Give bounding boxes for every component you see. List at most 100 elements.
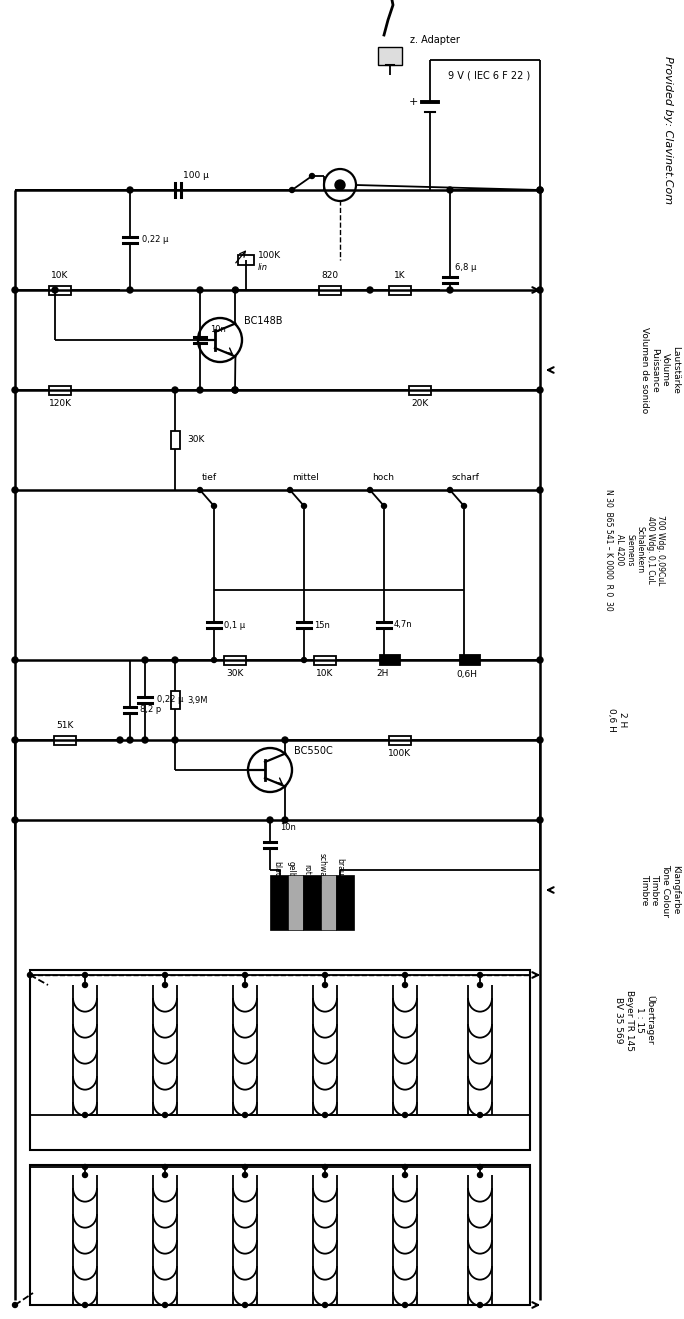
Text: braun: braun <box>335 857 344 880</box>
Circle shape <box>402 972 408 977</box>
Circle shape <box>477 1173 482 1178</box>
Text: 1K: 1K <box>394 272 406 281</box>
Circle shape <box>233 288 239 293</box>
Text: BC148B: BC148B <box>244 317 282 326</box>
Circle shape <box>477 972 482 977</box>
Circle shape <box>335 179 345 190</box>
Text: 820: 820 <box>321 272 339 281</box>
Text: lin: lin <box>258 264 268 273</box>
Text: gelb: gelb <box>287 861 296 877</box>
Text: Klangfarbe
Tone Colour
Timbre
Timbre: Klangfarbe Tone Colour Timbre Timbre <box>640 864 680 917</box>
Text: 2 H
0,6 H: 2 H 0,6 H <box>607 708 627 732</box>
Circle shape <box>282 816 288 823</box>
Text: 10n: 10n <box>210 326 226 335</box>
Circle shape <box>477 1165 482 1170</box>
Text: Lautstärke
Volume
Puissance
Volumen de sonido: Lautstärke Volume Puissance Volumen de s… <box>640 327 680 413</box>
Circle shape <box>243 1112 248 1117</box>
Bar <box>389 285 411 294</box>
Circle shape <box>289 187 295 193</box>
Text: 10n: 10n <box>280 823 296 832</box>
Circle shape <box>163 1112 168 1117</box>
Circle shape <box>402 1112 408 1117</box>
Bar <box>170 431 179 448</box>
Text: 0,22 µ: 0,22 µ <box>142 236 168 244</box>
Circle shape <box>163 972 168 977</box>
Circle shape <box>163 1302 168 1307</box>
Circle shape <box>322 1112 328 1117</box>
Circle shape <box>83 1173 88 1178</box>
Text: mittel: mittel <box>292 474 319 483</box>
Circle shape <box>537 187 543 193</box>
Circle shape <box>537 657 543 663</box>
Circle shape <box>537 737 543 743</box>
Circle shape <box>537 816 543 823</box>
Circle shape <box>267 816 273 823</box>
Circle shape <box>402 983 408 988</box>
Bar <box>270 874 288 930</box>
Text: BC550C: BC550C <box>294 747 332 756</box>
Circle shape <box>322 1165 328 1170</box>
Bar <box>288 874 303 930</box>
Circle shape <box>402 1165 408 1170</box>
Circle shape <box>232 386 238 393</box>
Text: 4,7n: 4,7n <box>394 620 412 629</box>
Circle shape <box>211 657 217 662</box>
Circle shape <box>243 1302 248 1307</box>
Circle shape <box>12 816 18 823</box>
Text: tief: tief <box>202 474 217 483</box>
Circle shape <box>477 983 482 988</box>
Text: 30K: 30K <box>226 670 244 678</box>
Circle shape <box>243 972 248 977</box>
Circle shape <box>382 657 386 662</box>
Circle shape <box>402 1302 408 1307</box>
Circle shape <box>211 504 217 509</box>
Circle shape <box>367 288 373 293</box>
Circle shape <box>537 386 543 393</box>
Circle shape <box>477 1112 482 1117</box>
Text: 0,1 µ: 0,1 µ <box>224 620 245 629</box>
Text: 15n: 15n <box>314 620 330 629</box>
Circle shape <box>117 737 123 743</box>
Bar <box>224 656 246 665</box>
Bar <box>460 656 480 665</box>
Text: 100 µ: 100 µ <box>183 171 209 181</box>
Circle shape <box>52 288 58 293</box>
Bar <box>303 874 321 930</box>
Bar <box>314 656 336 665</box>
Text: schwarz: schwarz <box>318 853 327 885</box>
Circle shape <box>447 187 453 193</box>
Bar <box>170 691 179 710</box>
Bar <box>409 385 431 394</box>
Circle shape <box>163 1173 168 1178</box>
Text: 8,2 p: 8,2 p <box>140 706 161 715</box>
Bar <box>321 874 336 930</box>
Circle shape <box>142 737 148 743</box>
Bar <box>380 656 400 665</box>
Circle shape <box>163 1165 168 1170</box>
Text: z. Adapter: z. Adapter <box>410 36 460 45</box>
Circle shape <box>322 1302 328 1307</box>
Circle shape <box>83 1112 88 1117</box>
Text: rot: rot <box>302 864 311 874</box>
Text: 100K: 100K <box>389 749 412 758</box>
Bar <box>336 874 354 930</box>
Text: 3,9M: 3,9M <box>187 695 207 704</box>
Text: 30K: 30K <box>187 435 205 445</box>
Bar <box>49 385 71 394</box>
Circle shape <box>12 1302 18 1307</box>
Circle shape <box>12 737 18 743</box>
Text: 100K: 100K <box>258 251 281 260</box>
Circle shape <box>282 737 288 743</box>
Text: 51K: 51K <box>56 721 74 731</box>
Circle shape <box>172 657 178 663</box>
Text: hoch: hoch <box>372 474 394 483</box>
Bar <box>30 1165 530 1304</box>
Circle shape <box>322 972 328 977</box>
Bar <box>389 736 411 744</box>
Circle shape <box>243 1173 248 1178</box>
Bar <box>49 285 71 294</box>
Bar <box>238 255 254 265</box>
Circle shape <box>127 737 133 743</box>
Text: Provided by: Clavinet.Com: Provided by: Clavinet.Com <box>663 55 673 204</box>
Circle shape <box>83 1165 88 1170</box>
